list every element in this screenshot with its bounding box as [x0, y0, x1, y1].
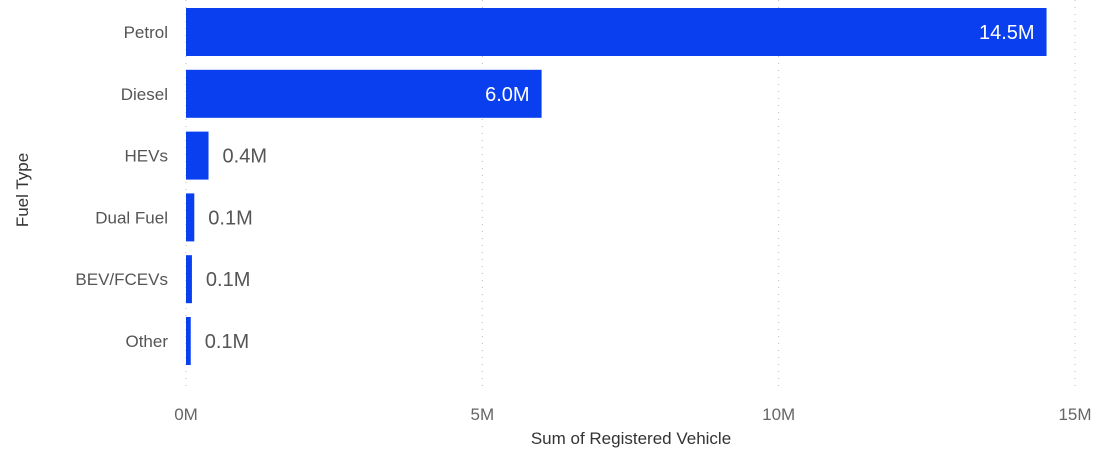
gridlines	[185, 0, 1076, 390]
x-tick-label-0: 0M	[174, 405, 198, 424]
data-label-5: 0.1M	[205, 331, 249, 353]
x-tick-label-3: 15M	[1058, 405, 1091, 424]
x-axis-title: Sum of Registered Vehicle	[531, 429, 731, 448]
bar-petrol	[186, 8, 1047, 56]
x-tick-label-1: 5M	[471, 405, 495, 424]
category-label-1: Diesel	[121, 85, 168, 104]
category-label-2: HEVs	[125, 147, 168, 166]
bar-bev-fcevs	[186, 255, 192, 304]
x-tick-labels: 0M 5M 10M 15M	[174, 405, 1091, 424]
x-tick-label-2: 10M	[762, 405, 795, 424]
bar-hevs	[186, 131, 209, 180]
category-label-5: Other	[125, 332, 168, 351]
bar-dual-fuel	[186, 193, 195, 242]
data-label-4: 0.1M	[206, 269, 250, 291]
bar-other	[186, 317, 191, 365]
data-label-3: 0.1M	[208, 207, 252, 229]
y-axis-title: Fuel Type	[13, 153, 32, 227]
bars	[186, 8, 1047, 365]
category-label-0: Petrol	[124, 23, 168, 42]
category-labels: Petrol Diesel HEVs Dual Fuel BEV/FCEVs Other	[75, 23, 168, 351]
data-label-1: 6.0M	[485, 84, 529, 106]
bar-diesel	[186, 69, 542, 118]
data-labels: 14.5M 6.0M 0.4M 0.1M 0.1M 0.1M	[205, 22, 1035, 353]
category-label-3: Dual Fuel	[95, 208, 168, 227]
category-label-4: BEV/FCEVs	[75, 270, 168, 289]
data-label-2: 0.4M	[223, 146, 267, 168]
data-label-0: 14.5M	[979, 22, 1035, 44]
